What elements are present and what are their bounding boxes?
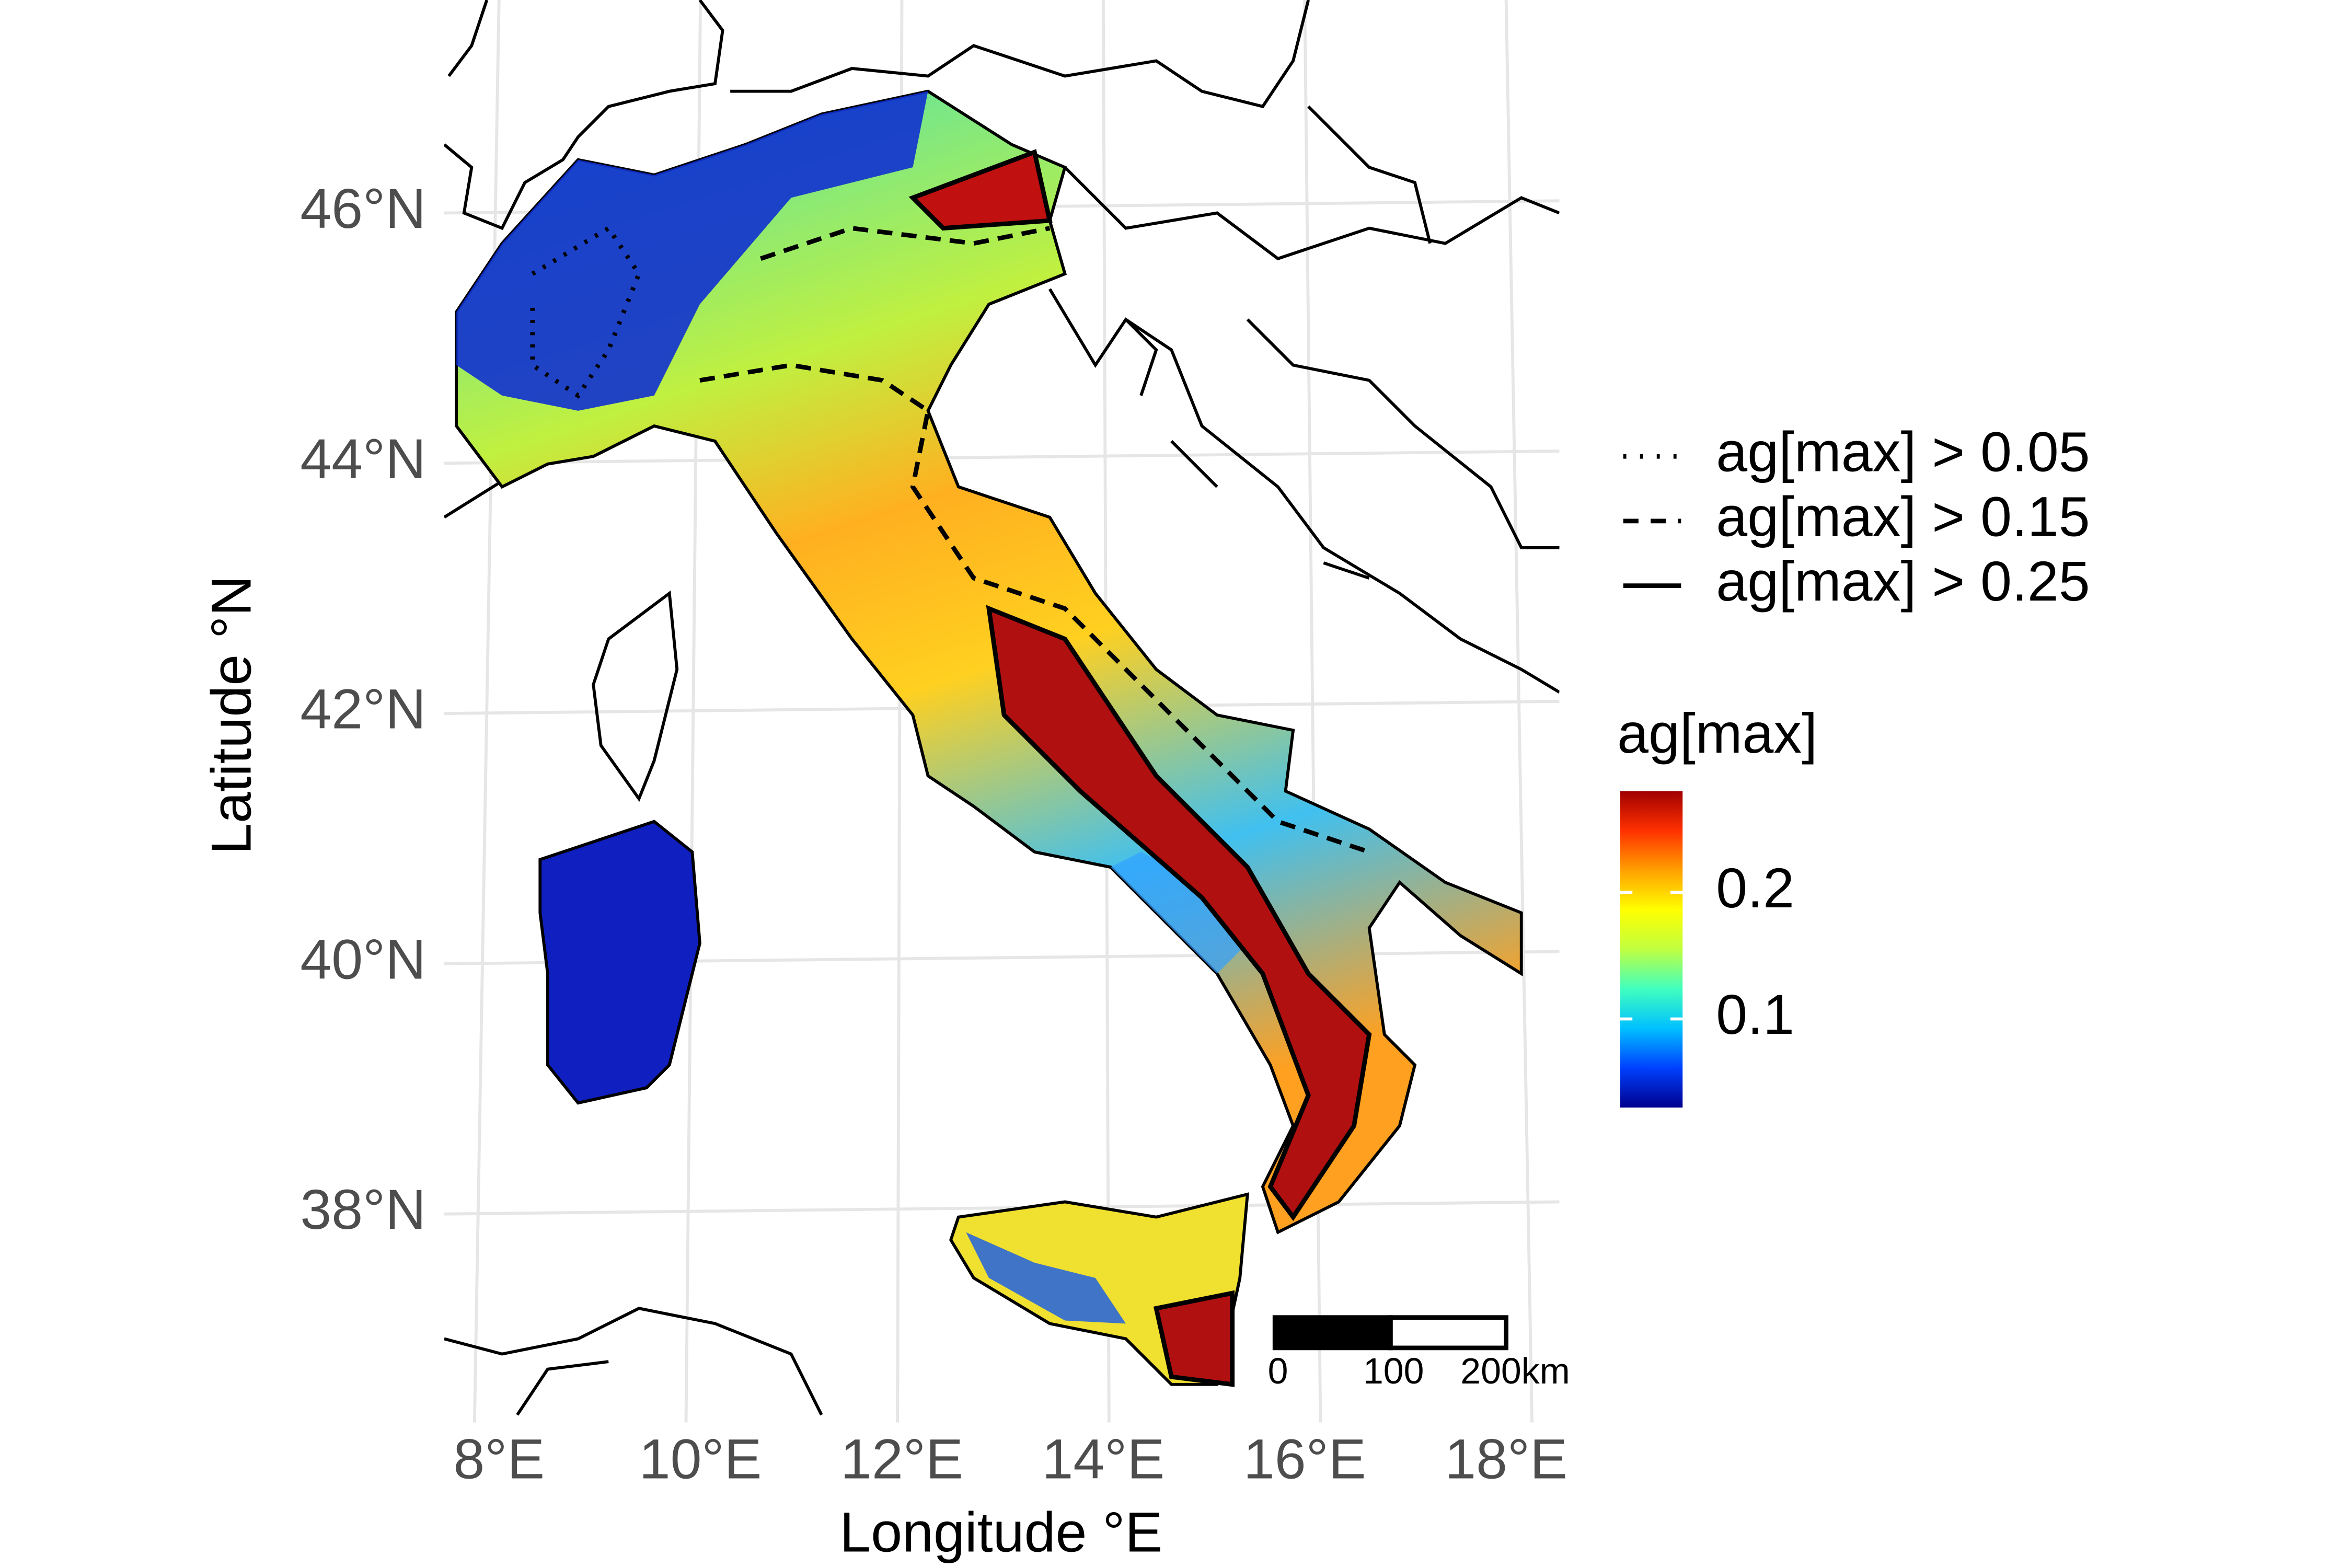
country-border <box>1048 288 1560 694</box>
country-border <box>1064 166 1560 261</box>
country-border <box>730 0 1310 109</box>
colorbar-tick-label: 0.2 <box>1716 857 1794 919</box>
scale-bar-label: 200km <box>1460 1351 1570 1391</box>
corsica <box>592 590 679 802</box>
country-border <box>1246 318 1560 549</box>
legend-label: ag[max] > 0.05 <box>1716 421 2090 483</box>
x-tick-label: 8°E <box>453 1428 545 1491</box>
friuli-high-zone <box>908 149 1053 231</box>
grid-line <box>444 449 1560 465</box>
country-border <box>444 1307 823 1416</box>
x-axis-title: Longitude °E <box>839 1501 1162 1563</box>
island <box>1323 561 1370 580</box>
x-tick-label: 12°E <box>840 1428 963 1491</box>
apennine-high-zone <box>986 605 1372 1221</box>
country-border <box>1307 105 1432 244</box>
sicily-low-zone <box>966 1232 1126 1324</box>
island <box>1124 318 1158 396</box>
colorbar <box>1620 791 1683 1108</box>
x-tick-label: 18°E <box>1445 1428 1567 1491</box>
contour-015 <box>759 226 1051 261</box>
colorbar-tick-label: 0.1 <box>1716 983 1794 1046</box>
sardinia <box>538 820 701 1105</box>
coast-low-zone <box>1110 852 1248 974</box>
country-border <box>447 0 489 77</box>
x-tick-label: 14°E <box>1042 1428 1165 1491</box>
y-tick-label: 42°N <box>300 678 426 741</box>
map-panel <box>444 0 1560 1416</box>
scale-bar-label: 100 <box>1363 1351 1424 1391</box>
contour-015 <box>699 363 1370 855</box>
north-low-zone <box>456 91 928 411</box>
sicily-high-zone <box>1153 1290 1235 1387</box>
grid-line <box>472 0 501 1423</box>
country-border <box>444 0 724 230</box>
y-tick-label: 38°N <box>300 1178 426 1241</box>
x-tick-label: 10°E <box>639 1428 762 1491</box>
y-axis-title: Latitude °N <box>200 575 263 855</box>
grid-line <box>1504 0 1534 1423</box>
scale-bar-labels: 0 100 200km <box>1268 1351 1570 1391</box>
grid-line <box>444 1200 1560 1216</box>
island <box>1170 440 1218 488</box>
colorbar-title: ag[max] <box>1617 702 1817 765</box>
y-tick-label: 46°N <box>300 177 426 240</box>
scale-bar-label: 0 <box>1268 1351 1288 1391</box>
scale-bar-segment <box>1388 1315 1508 1351</box>
country-border <box>516 1360 609 1416</box>
x-tick-label: 16°E <box>1243 1428 1366 1491</box>
legend-label: ag[max] > 0.25 <box>1716 550 2090 613</box>
scale-bar-segment <box>1272 1315 1393 1351</box>
y-tick-label: 44°N <box>300 428 426 490</box>
y-tick-label: 40°N <box>300 928 426 990</box>
legend-label: ag[max] > 0.15 <box>1716 485 2090 548</box>
